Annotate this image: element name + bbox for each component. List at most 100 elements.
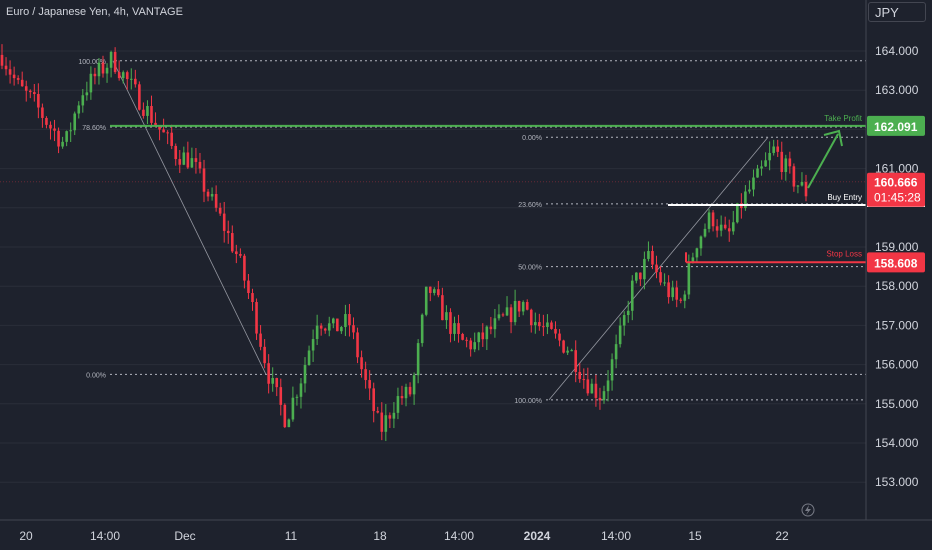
candle-body (170, 132, 173, 146)
price-gridlines (0, 50, 866, 483)
candle-body (235, 251, 238, 255)
trade-levels: Take Profit Buy Entry Stop Loss (110, 114, 866, 264)
candle-body (194, 158, 198, 162)
candle-body (372, 388, 375, 412)
candle-body (606, 380, 610, 392)
candle-body (218, 207, 222, 214)
candle-body (538, 322, 541, 327)
candle-body (138, 84, 141, 110)
symbol-title: Euro / Japanese Yen, 4h, VANTAGE (6, 6, 183, 18)
candle-body (768, 152, 771, 161)
candle-body (550, 322, 553, 329)
candle-body (291, 397, 295, 420)
candle-body (356, 332, 359, 358)
candle-body (473, 342, 477, 350)
fib-level-label: 100.00% (78, 59, 106, 66)
price-tick-label: 153.000 (875, 475, 919, 489)
candle-body (404, 386, 408, 399)
candle-body (319, 325, 323, 329)
fib-level-label: 0.00% (86, 372, 106, 379)
candle-body (554, 328, 557, 334)
candle-body (49, 124, 52, 129)
price-axis[interactable]: 164.000 163.000 161.000 159.000 158.000 157.0… (875, 44, 919, 489)
candle-body (105, 67, 109, 74)
candle-body (57, 130, 60, 147)
candle-body (134, 78, 137, 85)
candle-body (174, 145, 178, 160)
candle-body (287, 419, 291, 428)
candle-body (485, 326, 489, 340)
candle-body (97, 62, 101, 77)
candle-body (586, 379, 590, 394)
candle-body (420, 314, 424, 344)
candle-body (635, 272, 638, 281)
candle-body (327, 323, 331, 331)
candle-body (348, 314, 351, 326)
candle-body (109, 51, 113, 68)
time-axis[interactable]: 20 14:00 Dec 11 18 14:00 2024 14:00 15 22 (19, 529, 789, 543)
candle-body (772, 146, 775, 153)
candle-body (158, 125, 161, 130)
candle-body (121, 72, 125, 79)
candle-body (255, 302, 258, 334)
candle-body (73, 113, 77, 131)
candle-body (800, 182, 804, 186)
candle-body (626, 310, 630, 316)
candle-body (546, 322, 549, 327)
candle-body (247, 280, 250, 294)
candle-body (69, 130, 72, 132)
candle-body (315, 325, 319, 340)
candle-body (529, 309, 533, 326)
candle-body (202, 168, 206, 192)
take-profit-tag-value: 162.091 (874, 120, 918, 134)
candle-body (162, 129, 165, 133)
candle-body (376, 411, 380, 413)
candle-body (562, 340, 565, 353)
candle-body (101, 62, 105, 74)
fib-level-label: 0.00% (522, 135, 542, 142)
time-tick-label: 20 (19, 529, 33, 543)
candle-body (239, 254, 242, 256)
candle-body (610, 359, 614, 381)
take-profit-tag (867, 115, 925, 136)
time-tick-label: 15 (688, 529, 702, 543)
candle-body (707, 212, 711, 229)
candle-body (699, 236, 703, 249)
candle-body (24, 86, 28, 91)
stop-loss-label: Stop Loss (826, 249, 862, 258)
candle-body (663, 282, 666, 284)
candle-body (279, 387, 283, 405)
time-tick-label: 14:00 (601, 529, 631, 543)
candle-body (683, 294, 687, 301)
candle-body (509, 307, 513, 323)
candle-body (784, 158, 788, 172)
candle-body (578, 371, 582, 380)
candle-body (206, 191, 210, 197)
take-profit-label: Take Profit (824, 114, 863, 123)
candle-body (513, 300, 517, 323)
candle-body (336, 318, 339, 332)
candle-body (20, 79, 24, 87)
lightning-icon[interactable] (801, 503, 815, 517)
projection-arrowhead (823, 129, 843, 147)
candle-body (303, 365, 307, 384)
candle-body (271, 378, 274, 384)
candle-body (16, 78, 20, 80)
projection-arrow (807, 133, 839, 189)
candle-body (186, 152, 190, 168)
candle-body (129, 78, 133, 80)
candle-body (331, 318, 335, 324)
candle-body (505, 307, 509, 316)
currency-selector[interactable]: JPY (868, 2, 926, 22)
price-tick-label: 157.000 (875, 318, 919, 332)
candle-body (748, 189, 751, 192)
candle-body (469, 340, 472, 350)
candle-body (299, 383, 303, 397)
candle-body (655, 264, 658, 273)
candle-body (764, 160, 767, 167)
candle-body (760, 166, 763, 169)
candle-body (267, 363, 270, 384)
candle-body (594, 383, 598, 398)
candle-body (525, 302, 529, 310)
